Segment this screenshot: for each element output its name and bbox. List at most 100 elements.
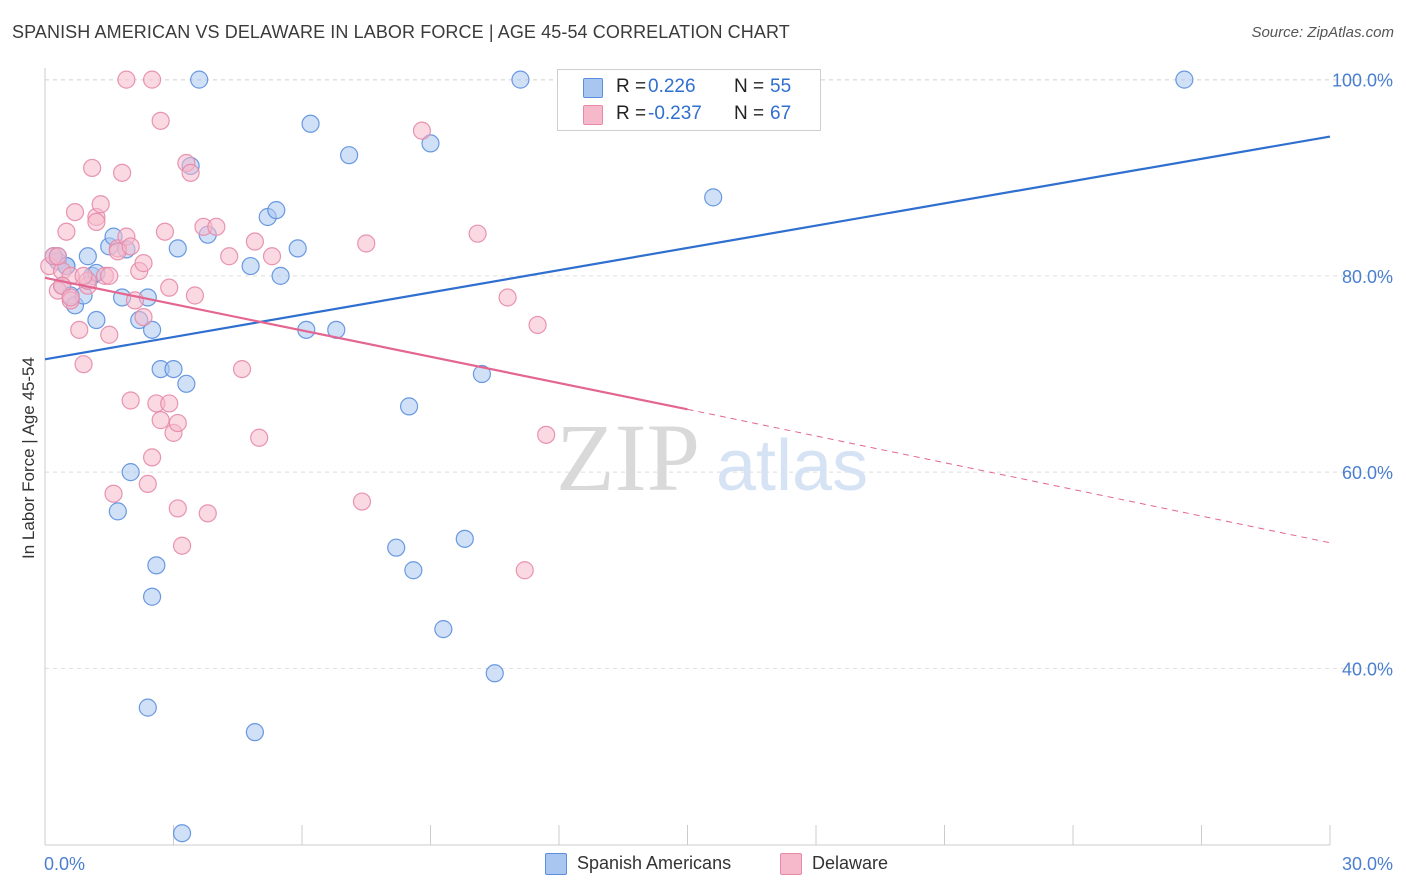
spanish-americans-point: [404, 561, 423, 580]
spanish-americans-point: [340, 146, 359, 165]
spanish-americans-point: [387, 538, 406, 557]
delaware-trendline: [44, 276, 688, 411]
legend-row-spanish-americans: R = 0.226 N = 55: [558, 73, 820, 101]
spanish-americans-point: [267, 201, 286, 220]
spanish-americans-point: [301, 114, 320, 133]
delaware-point: [138, 474, 157, 493]
spanish-americans-point: [142, 587, 162, 606]
spanish-americans-point: [399, 397, 419, 416]
legend-row-delaware: R = -0.237 N = 67: [558, 100, 820, 128]
delaware-point: [74, 355, 93, 374]
delaware-point: [468, 224, 487, 243]
delaware-point: [91, 195, 110, 214]
delaware-point: [232, 359, 252, 379]
delaware-point: [142, 70, 162, 89]
delaware-point: [70, 320, 89, 339]
delaware-point: [65, 202, 85, 222]
spanish-americans-point: [241, 256, 260, 276]
spanish-americans-point: [421, 134, 440, 153]
delaware-point: [117, 70, 136, 89]
spanish-americans-point: [142, 320, 162, 339]
x-tick-label: 0.0%: [44, 854, 85, 874]
y-tick-label: 100.0%: [1332, 71, 1393, 91]
spanish-americans-point: [472, 364, 491, 384]
spanish-americans-point: [147, 556, 166, 575]
delaware-point: [250, 428, 269, 447]
delaware-point: [57, 222, 76, 241]
legend-n-value: 67: [770, 103, 792, 124]
chart-title: SPANISH AMERICAN VS DELAWARE IN LABOR FO…: [12, 22, 790, 42]
delaware-point: [172, 536, 192, 555]
delaware-point: [87, 212, 106, 232]
spanish-americans-point: [485, 664, 504, 683]
delaware-point: [151, 111, 170, 130]
delaware-point: [48, 247, 67, 266]
legend-swatch-blue: [583, 78, 603, 98]
delaware-point: [104, 484, 123, 503]
stats-legend: R = 0.226 N = 55 R = -0.237 N = 67: [557, 69, 821, 131]
delaware-point: [121, 391, 140, 410]
trend-layer: [44, 135, 1331, 544]
chart-source: Source: ZipAtlas.com: [1251, 24, 1394, 41]
watermark-zip: ZIP: [556, 404, 700, 511]
spanish-americans-point: [190, 70, 209, 89]
spanish-americans-point: [168, 239, 187, 258]
delaware-point: [537, 425, 556, 444]
delaware-point: [160, 278, 179, 297]
spanish-americans-point: [164, 359, 183, 379]
series-label: Spanish Americans: [577, 853, 732, 873]
delaware-point: [262, 247, 282, 266]
spanish-americans-point: [245, 723, 264, 742]
legend-n-label: N =: [734, 103, 765, 124]
delaware-point: [357, 234, 376, 253]
delaware-point: [498, 288, 517, 307]
legend-r-label: R =: [616, 76, 647, 97]
delaware-point: [245, 232, 264, 251]
series-swatch-blue: [545, 853, 567, 875]
delaware-point: [155, 222, 175, 241]
legend-swatch-pink: [583, 105, 603, 125]
delaware-point: [74, 266, 93, 285]
delaware-point: [121, 237, 140, 256]
delaware-point: [100, 266, 119, 285]
legend-r-value: 0.226: [648, 76, 696, 97]
spanish-americans-point: [138, 698, 157, 717]
legend-n-label: N =: [734, 76, 765, 97]
spanish-americans-point: [704, 188, 723, 207]
spanish-americans-point: [1175, 70, 1194, 89]
spanish-americans-point: [87, 310, 106, 330]
delaware-point: [134, 307, 153, 327]
points-layer: [40, 70, 1194, 843]
legend-n-value: 55: [770, 76, 792, 97]
delaware-point: [220, 247, 239, 266]
delaware-point: [112, 163, 132, 182]
legend-r-value: -0.237: [648, 103, 702, 124]
series-label: Delaware: [812, 853, 889, 873]
delaware-point: [412, 121, 432, 140]
legend-r-label: R =: [616, 103, 647, 124]
delaware-point: [100, 325, 119, 344]
delaware-point: [142, 448, 162, 467]
spanish-americans-point: [434, 620, 453, 639]
spanish-americans-trendline: [44, 135, 1331, 361]
delaware-point: [168, 499, 187, 518]
y-tick-label: 40.0%: [1342, 659, 1393, 679]
axis-layer: [44, 68, 1331, 846]
y-tick-label: 60.0%: [1342, 463, 1393, 483]
delaware-point: [185, 286, 205, 305]
delaware-point: [134, 254, 153, 273]
delaware-point: [83, 158, 102, 178]
delaware-point: [181, 163, 200, 182]
delaware-point: [151, 411, 170, 430]
spanish-americans-point: [121, 463, 140, 482]
series-swatch-pink: [780, 853, 802, 875]
spanish-americans-point: [455, 529, 474, 548]
watermark: ZIP atlas: [556, 404, 868, 511]
delaware-point: [352, 492, 372, 511]
x-tick-label: 30.0%: [1342, 854, 1393, 874]
delaware-point: [160, 394, 179, 413]
tick-labels: 100.0% 80.0% 60.0% 40.0% 0.0% 30.0%: [44, 71, 1393, 874]
y-tick-label: 80.0%: [1342, 267, 1393, 287]
spanish-americans-point: [172, 824, 192, 843]
